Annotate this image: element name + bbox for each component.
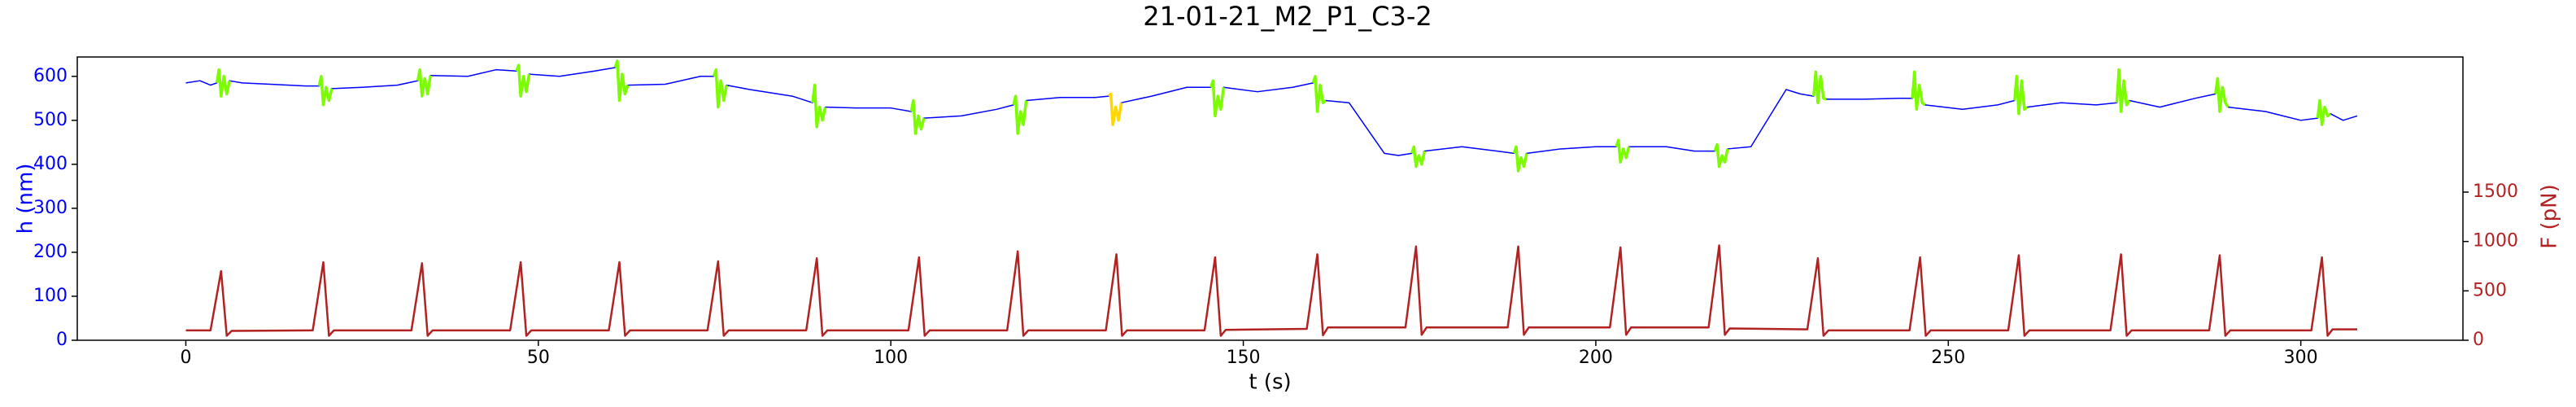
chart-title: 21-01-21_M2_P1_C3-2 bbox=[1143, 1, 1432, 32]
y-tick-label: 100 bbox=[33, 286, 68, 306]
x-tick-label: 250 bbox=[1931, 348, 1965, 368]
y2-tick-label: 1000 bbox=[2473, 231, 2518, 252]
y-tick-label: 200 bbox=[33, 242, 68, 262]
x-tick-label: 0 bbox=[180, 348, 191, 368]
y-tick-label: 500 bbox=[33, 110, 68, 130]
x-tick-label: 200 bbox=[1579, 348, 1613, 368]
x-tick-label: 300 bbox=[2284, 348, 2318, 368]
y2-axis-label: F (pN) bbox=[2538, 184, 2562, 248]
y-tick-label: 0 bbox=[56, 330, 68, 350]
y-tick-label: 400 bbox=[33, 154, 68, 174]
data-line bbox=[215, 59, 2332, 173]
data-line bbox=[185, 60, 2358, 172]
y2-tick-label: 0 bbox=[2473, 330, 2484, 350]
y-tick-label: 600 bbox=[33, 66, 68, 86]
y2-tick-label: 500 bbox=[2473, 280, 2507, 300]
y-axis-label: h (nm) bbox=[14, 164, 38, 234]
data-line bbox=[185, 244, 2357, 337]
y-tick-label: 300 bbox=[33, 198, 68, 218]
x-tick-label: 150 bbox=[1227, 348, 1261, 368]
data-line bbox=[1107, 92, 1123, 126]
x-axis-label: t (s) bbox=[1249, 370, 1291, 395]
x-tick-label: 50 bbox=[527, 348, 550, 368]
x-tick-label: 100 bbox=[874, 348, 908, 368]
y2-tick-label: 1500 bbox=[2473, 182, 2518, 202]
plot-frame bbox=[76, 56, 2464, 341]
